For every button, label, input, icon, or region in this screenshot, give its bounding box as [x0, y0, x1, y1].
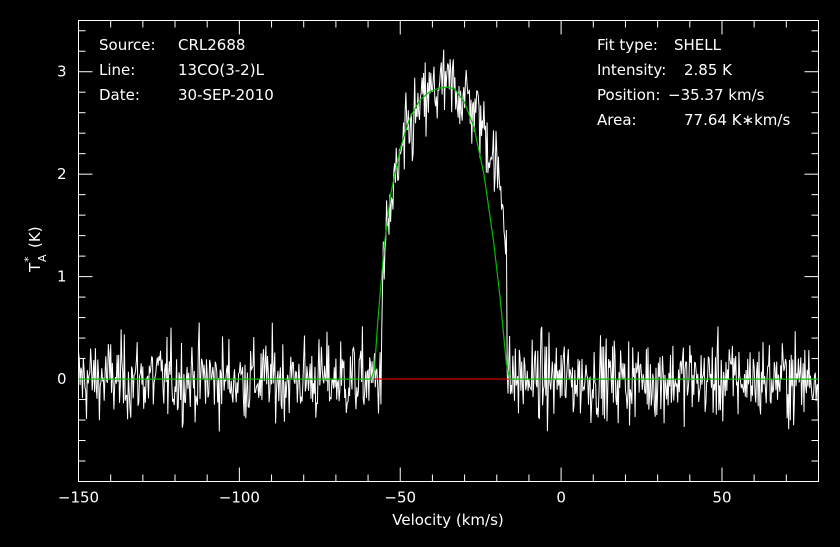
info-line-value: 13CO(3-2)L	[178, 61, 265, 79]
y-tick-label: 3	[57, 63, 67, 81]
y-axis-label-sub: A	[36, 254, 49, 262]
info-position-key: Position:	[597, 86, 660, 104]
x-tick-label: 0	[556, 489, 566, 507]
y-tick-label: 1	[57, 268, 67, 286]
y-tick-label: 2	[57, 165, 67, 183]
info-date-key: Date:	[99, 86, 140, 104]
y-axis-label: T * A (K)	[22, 226, 49, 273]
y-axis-label-unit: (K)	[26, 226, 44, 248]
series-layer	[78, 49, 819, 432]
fit-curve-line	[78, 86, 819, 380]
plot-frame	[78, 20, 819, 482]
y-axis-label-main: T	[26, 262, 44, 273]
info-area-value: 77.64 K∗km/s	[684, 111, 790, 129]
info-intensity-key: Intensity:	[597, 61, 666, 79]
axis-tick-labels: −150 −100 −50 0 50 0 1 2 3	[57, 63, 732, 507]
spectrum-line	[78, 49, 819, 432]
y-axis-label-sup: *	[22, 256, 35, 262]
info-right: Fit type: SHELL Intensity: 2.85 K Positi…	[597, 36, 790, 129]
info-left: Source: CRL2688 Line: 13CO(3-2)L Date: 3…	[99, 36, 274, 104]
y-tick-label: 0	[57, 370, 67, 388]
info-source-key: Source:	[99, 36, 156, 54]
info-intensity-value: 2.85 K	[684, 61, 733, 79]
x-tick-label: −50	[384, 489, 416, 507]
info-line-key: Line:	[99, 61, 135, 79]
info-position-value: −35.37 km/s	[668, 86, 765, 104]
x-axis-label: Velocity (km/s)	[392, 511, 503, 529]
info-area-key: Area:	[597, 111, 637, 129]
x-tick-label: −150	[58, 489, 99, 507]
axis-ticks	[78, 20, 819, 482]
info-source-value: CRL2688	[178, 36, 245, 54]
info-fit-type-key: Fit type:	[597, 36, 658, 54]
x-tick-label: −100	[219, 489, 260, 507]
info-date-value: 30-SEP-2010	[178, 86, 274, 104]
x-tick-label: 50	[712, 489, 731, 507]
info-fit-type-value: SHELL	[674, 36, 722, 54]
